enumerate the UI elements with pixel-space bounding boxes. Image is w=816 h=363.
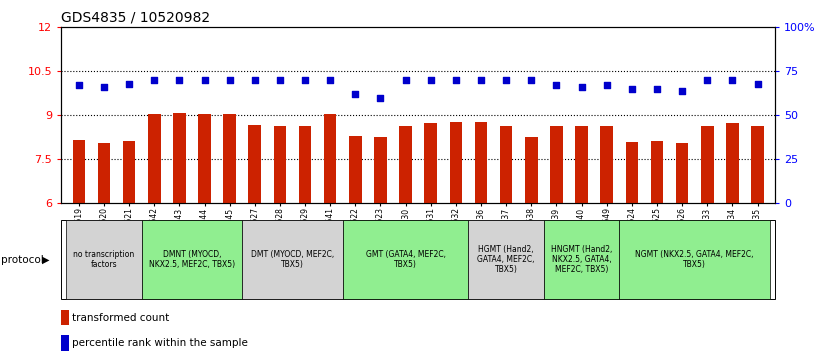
Bar [122, 141, 135, 203]
Text: GMT (GATA4, MEF2C,
TBX5): GMT (GATA4, MEF2C, TBX5) [366, 250, 446, 269]
Point [173, 77, 186, 83]
Text: ▶: ▶ [42, 254, 50, 265]
Text: HGMT (Hand2,
GATA4, MEF2C,
TBX5): HGMT (Hand2, GATA4, MEF2C, TBX5) [477, 245, 535, 274]
Point [223, 77, 236, 83]
Bar [375, 137, 387, 203]
Bar [619, 220, 770, 299]
Point [601, 82, 614, 88]
Text: NGMT (NKX2.5, GATA4, MEF2C,
TBX5): NGMT (NKX2.5, GATA4, MEF2C, TBX5) [636, 250, 754, 269]
Bar [701, 126, 714, 203]
Text: protocol: protocol [1, 254, 43, 265]
Bar [148, 114, 161, 203]
Bar [726, 123, 738, 203]
Bar [224, 114, 236, 203]
Point [122, 81, 135, 86]
Point [701, 77, 714, 83]
Text: DMNT (MYOCD,
NKX2.5, MEF2C, TBX5): DMNT (MYOCD, NKX2.5, MEF2C, TBX5) [149, 250, 235, 269]
Text: GDS4835 / 10520982: GDS4835 / 10520982 [61, 11, 211, 25]
Bar [66, 220, 142, 299]
Point [348, 91, 361, 97]
Point [726, 77, 739, 83]
Text: transformed count: transformed count [72, 313, 169, 323]
Bar [601, 126, 613, 203]
Point [625, 86, 638, 92]
Bar [61, 310, 69, 325]
Point [148, 77, 161, 83]
Point [324, 77, 337, 83]
Point [73, 82, 86, 88]
Point [424, 77, 437, 83]
Point [273, 77, 286, 83]
Point [248, 77, 261, 83]
Bar [242, 220, 343, 299]
Bar [73, 140, 85, 203]
Bar [475, 122, 487, 203]
Bar [424, 123, 437, 203]
Point [475, 77, 488, 83]
Bar [500, 126, 512, 203]
Bar [61, 335, 69, 351]
Point [676, 88, 689, 94]
Bar [273, 126, 286, 203]
Bar [249, 125, 261, 203]
Bar [752, 126, 764, 203]
Bar [343, 220, 468, 299]
Point [550, 82, 563, 88]
Bar [198, 114, 211, 203]
Bar [399, 126, 412, 203]
Point [399, 77, 412, 83]
Point [97, 84, 110, 90]
Text: HNGMT (Hand2,
NKX2.5, GATA4,
MEF2C, TBX5): HNGMT (Hand2, NKX2.5, GATA4, MEF2C, TBX5… [551, 245, 612, 274]
Point [299, 77, 312, 83]
Bar [468, 220, 544, 299]
Point [499, 77, 512, 83]
Point [650, 86, 663, 92]
Point [374, 95, 387, 101]
Bar [173, 113, 186, 203]
Bar [575, 126, 588, 203]
Point [198, 77, 211, 83]
Bar [626, 142, 638, 203]
Point [450, 77, 463, 83]
Bar [544, 220, 619, 299]
Bar [450, 122, 462, 203]
Point [575, 84, 588, 90]
Bar [324, 114, 336, 203]
Point [751, 81, 764, 86]
Point [525, 77, 538, 83]
Text: no transcription
factors: no transcription factors [73, 250, 135, 269]
Bar [550, 126, 563, 203]
Bar [650, 141, 663, 203]
Bar [676, 143, 689, 203]
Text: percentile rank within the sample: percentile rank within the sample [72, 338, 248, 348]
Bar [349, 136, 361, 203]
Bar [525, 137, 538, 203]
Bar [142, 220, 242, 299]
Bar [98, 143, 110, 203]
Bar [299, 126, 312, 203]
Text: DMT (MYOCD, MEF2C,
TBX5): DMT (MYOCD, MEF2C, TBX5) [251, 250, 334, 269]
